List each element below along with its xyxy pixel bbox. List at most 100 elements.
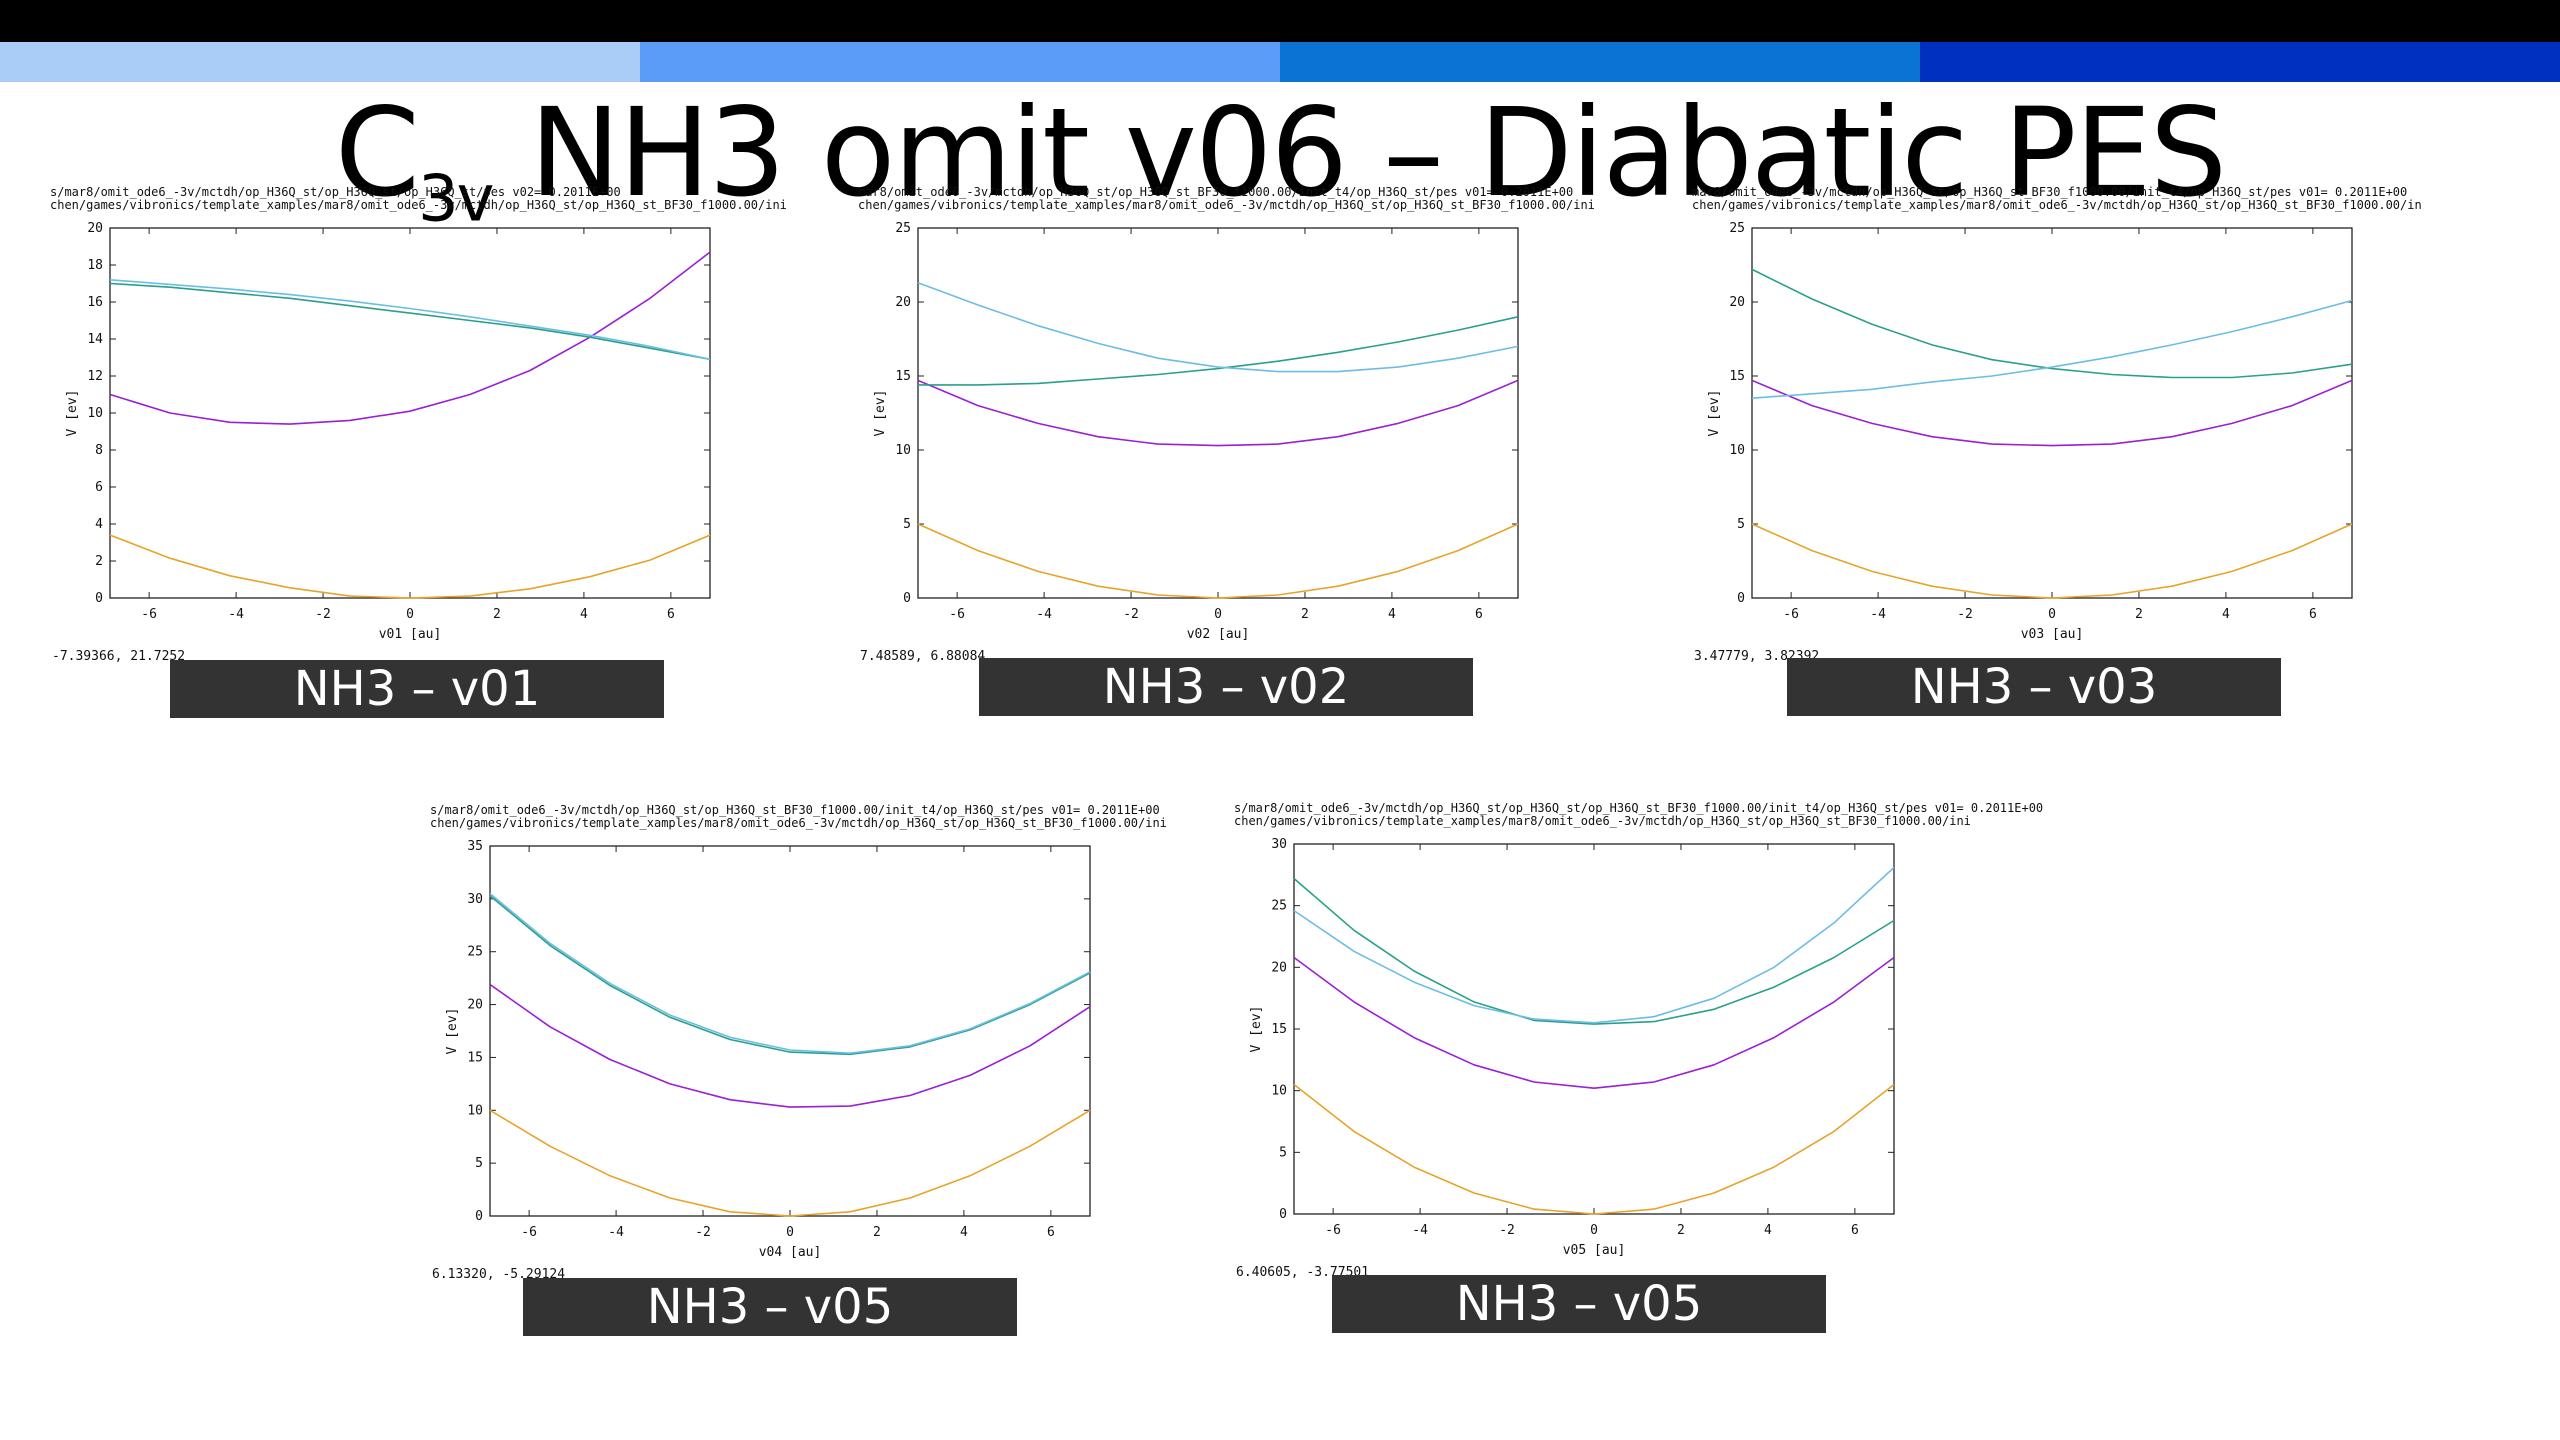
y-tick-label: 20 (1729, 295, 1745, 310)
header-color-stripes (0, 42, 2560, 82)
series-line-4 (1751, 299, 2353, 399)
series-line-3 (1293, 877, 1895, 1025)
x-tick-label: 0 (406, 607, 414, 622)
plot-header-line: chen/games/vibronics/template_xamples/ma… (1692, 198, 2422, 212)
y-tick-label: 10 (895, 443, 911, 458)
series-line-1 (1751, 523, 2353, 599)
plot-header-line: mar8/omit_ode6_-3v/mctdh/op_H36Q_st/op_H… (858, 185, 1573, 199)
y-tick-label: 4 (95, 517, 103, 532)
series-line-2 (109, 251, 711, 425)
y-tick-label: 5 (1279, 1145, 1287, 1160)
y-tick-label: 2 (95, 554, 103, 569)
y-tick-label: 35 (467, 839, 483, 854)
x-tick-label: -6 (949, 607, 965, 622)
x-tick-label: 2 (873, 1225, 881, 1240)
y-tick-label: 5 (1737, 517, 1745, 532)
x-tick-label: 2 (493, 607, 501, 622)
plot-frame (109, 227, 711, 599)
y-tick-label: 25 (895, 221, 911, 236)
x-tick-label: 0 (1214, 607, 1222, 622)
y-tick-label: 15 (1271, 1022, 1287, 1037)
x-tick-label: 6 (667, 607, 675, 622)
plot-header-line: chen/games/vibronics/template_xamples/ma… (430, 816, 1167, 830)
series-line-3 (109, 282, 711, 361)
series-line-3 (1751, 268, 2353, 379)
x-tick-label: -2 (1957, 607, 1973, 622)
y-tick-label: 15 (467, 1050, 483, 1065)
y-tick-label: 0 (95, 591, 103, 606)
y-axis-label: V [ev] (873, 390, 888, 437)
title-main: C (334, 82, 420, 224)
y-tick-label: 20 (895, 295, 911, 310)
y-tick-label: 5 (903, 517, 911, 532)
y-tick-label: 14 (87, 332, 103, 347)
caption-v02: NH3 – v02 (979, 658, 1473, 716)
y-tick-label: 20 (1271, 960, 1287, 975)
series-line-2 (1751, 379, 2353, 447)
y-tick-label: 8 (95, 443, 103, 458)
x-tick-label: -2 (315, 607, 331, 622)
y-tick-label: 16 (87, 295, 103, 310)
x-tick-label: 4 (2222, 607, 2230, 622)
plot-footer-coords: 7.48589, 6.88084 (860, 649, 985, 664)
plot-header-line: mar8/omit_ode6_-3v/mctdh/op_H36Q_st/op_H… (1692, 185, 2407, 199)
x-tick-label: -2 (1499, 1223, 1515, 1238)
y-axis-label: V [ev] (65, 390, 80, 437)
caption-v04: NH3 – v05 (523, 1278, 1017, 1336)
x-axis-label: v05 [au] (1563, 1243, 1626, 1258)
plot-header-line: chen/games/vibronics/template_xamples/ma… (50, 198, 787, 212)
title-rest: NH3 omit v06 – Diabatic PES (492, 82, 2227, 224)
y-tick-label: 30 (467, 892, 483, 907)
plot-v05: s/mar8/omit_ode6_-3v/mctdh/op_H36Q_st/op… (1234, 801, 2043, 1280)
y-tick-label: 0 (1279, 1207, 1287, 1222)
x-tick-label: 6 (1851, 1223, 1859, 1238)
y-tick-label: 0 (1737, 591, 1745, 606)
series-line-2 (489, 983, 1091, 1108)
x-tick-label: 2 (2135, 607, 2143, 622)
y-tick-label: 25 (1271, 899, 1287, 914)
stripe-2 (640, 42, 1280, 82)
y-axis-label: V [ev] (445, 1008, 460, 1055)
series-line-4 (917, 282, 1519, 373)
y-tick-label: 0 (475, 1209, 483, 1224)
plot-header-line: chen/games/vibronics/template_xamples/ma… (858, 198, 1595, 212)
top-black-bar (0, 0, 2560, 42)
title-subscript: 3v (417, 162, 495, 237)
series-line-2 (917, 379, 1519, 447)
x-tick-label: 0 (1590, 1223, 1598, 1238)
series-line-3 (489, 895, 1091, 1056)
x-tick-label: -4 (1036, 607, 1052, 622)
y-tick-label: 20 (87, 221, 103, 236)
y-tick-label: 6 (95, 480, 103, 495)
y-tick-label: 18 (87, 258, 103, 273)
plot-header-line: s/mar8/omit_ode6_-3v/mctdh/op_H36Q_st/op… (50, 185, 621, 199)
stripe-3 (1280, 42, 1920, 82)
caption-v05: NH3 – v05 (1332, 1275, 1826, 1333)
series-line-4 (1293, 866, 1895, 1024)
y-tick-label: 10 (87, 406, 103, 421)
x-tick-label: -6 (141, 607, 157, 622)
y-tick-label: 12 (87, 369, 103, 384)
y-tick-label: 10 (467, 1103, 483, 1118)
x-tick-label: 4 (1764, 1223, 1772, 1238)
series-line-1 (109, 534, 711, 599)
x-tick-label: -4 (608, 1225, 624, 1240)
x-tick-label: -6 (521, 1225, 537, 1240)
x-tick-label: -6 (1325, 1223, 1341, 1238)
series-line-1 (1293, 1083, 1895, 1215)
y-tick-label: 20 (467, 998, 483, 1013)
series-line-2 (1293, 956, 1895, 1090)
plot-header-line: s/mar8/omit_ode6_-3v/mctdh/op_H36Q_st/op… (430, 803, 1160, 817)
plot-frame (917, 227, 1519, 599)
plot-v03: mar8/omit_ode6_-3v/mctdh/op_H36Q_st/op_H… (1692, 185, 2422, 664)
plot-header-line: s/mar8/omit_ode6_-3v/mctdh/op_H36Q_st/op… (1234, 801, 2043, 815)
stripe-1 (0, 42, 640, 82)
x-axis-label: v03 [au] (2021, 627, 2084, 642)
x-tick-label: -2 (695, 1225, 711, 1240)
plot-footer-coords: -7.39366, 21.7252 (52, 649, 185, 664)
x-tick-label: 0 (2048, 607, 2056, 622)
y-tick-label: 15 (895, 369, 911, 384)
y-tick-label: 15 (1729, 369, 1745, 384)
series-line-4 (489, 892, 1091, 1054)
y-axis-label: V [ev] (1249, 1006, 1264, 1053)
